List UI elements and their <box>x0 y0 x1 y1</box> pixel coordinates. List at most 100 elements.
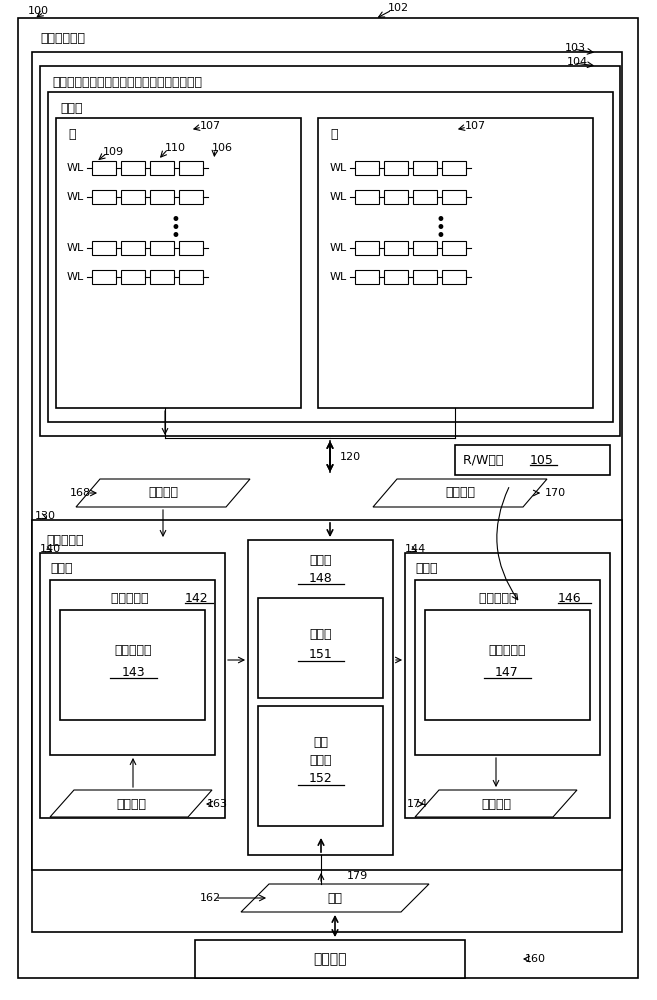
Bar <box>318 118 593 408</box>
Text: 解码器: 解码器 <box>415 562 438 576</box>
Text: 120: 120 <box>340 452 361 462</box>
Text: •: • <box>170 211 180 229</box>
Text: 输出数据: 输出数据 <box>481 798 511 810</box>
Text: 输入数据: 输入数据 <box>116 798 146 810</box>
Text: 168: 168 <box>70 488 91 498</box>
Bar <box>355 161 379 175</box>
Bar <box>355 270 379 284</box>
Bar <box>150 270 174 284</box>
Text: 162: 162 <box>200 893 221 903</box>
Text: 102: 102 <box>388 3 409 13</box>
Text: WL: WL <box>329 163 347 173</box>
Text: 100: 100 <box>28 6 49 16</box>
Bar <box>92 241 116 255</box>
Text: 数据: 数据 <box>327 892 342 904</box>
Bar <box>248 540 393 855</box>
Text: 编码器: 编码器 <box>50 562 72 576</box>
Text: 146: 146 <box>558 591 581 604</box>
Text: 143: 143 <box>121 666 145 678</box>
Text: 179: 179 <box>347 871 369 881</box>
Bar <box>442 241 466 255</box>
Bar <box>121 190 145 204</box>
Text: 写入数据: 写入数据 <box>148 487 178 499</box>
Bar <box>415 580 600 755</box>
Polygon shape <box>241 884 429 912</box>
Text: 151: 151 <box>309 648 333 662</box>
Polygon shape <box>373 479 547 507</box>
Bar <box>384 241 408 255</box>
Bar <box>179 161 203 175</box>
Bar <box>92 270 116 284</box>
Text: 数据存储装置: 数据存储装置 <box>40 31 85 44</box>
Bar <box>179 241 203 255</box>
Text: 106: 106 <box>212 143 233 153</box>
Bar <box>425 610 590 720</box>
Bar <box>384 190 408 204</box>
Bar <box>442 270 466 284</box>
Bar <box>355 241 379 255</box>
Text: WL: WL <box>329 192 347 202</box>
Bar <box>150 241 174 255</box>
Text: 160: 160 <box>525 954 546 964</box>
Text: 130: 130 <box>35 511 56 521</box>
Text: WL: WL <box>66 243 83 253</box>
Text: 存储器装置（例如，一个或多个存储器裸片）: 存储器装置（例如，一个或多个存储器裸片） <box>52 76 202 89</box>
Bar <box>92 161 116 175</box>
Text: 142: 142 <box>185 591 209 604</box>
Text: •: • <box>435 211 445 229</box>
Text: 140: 140 <box>40 544 61 554</box>
Text: 编码映射表: 编码映射表 <box>114 644 152 656</box>
Polygon shape <box>76 479 250 507</box>
Text: WL: WL <box>329 243 347 253</box>
Bar <box>150 190 174 204</box>
Bar <box>384 161 408 175</box>
Text: 170: 170 <box>545 488 566 498</box>
Bar <box>32 52 622 932</box>
Text: 109: 109 <box>103 147 124 157</box>
Text: 解码映射器: 解码映射器 <box>479 591 521 604</box>
Text: 104: 104 <box>567 57 588 67</box>
Bar <box>442 190 466 204</box>
Text: WL: WL <box>66 163 83 173</box>
Text: 147: 147 <box>495 666 519 678</box>
Bar <box>56 118 301 408</box>
Text: 块: 块 <box>330 127 338 140</box>
Bar <box>413 161 437 175</box>
Bar <box>48 92 613 422</box>
Bar <box>60 610 205 720</box>
Text: WL: WL <box>66 192 83 202</box>
Text: 107: 107 <box>465 121 486 131</box>
Polygon shape <box>50 790 212 817</box>
Text: 148: 148 <box>309 572 333 584</box>
Text: 编码映射器: 编码映射器 <box>111 591 152 604</box>
Bar <box>258 598 383 698</box>
Text: 存储器: 存储器 <box>309 554 332 566</box>
Text: WL: WL <box>66 272 83 282</box>
Text: •: • <box>435 227 445 245</box>
Bar <box>384 270 408 284</box>
Text: •: • <box>435 219 445 237</box>
Text: WL: WL <box>329 272 347 282</box>
Bar <box>121 241 145 255</box>
Text: 105: 105 <box>530 454 554 466</box>
Text: R/W电路: R/W电路 <box>463 454 507 466</box>
Bar <box>40 553 225 818</box>
Bar <box>413 270 437 284</box>
Text: 字线: 字线 <box>313 736 328 750</box>
Text: 107: 107 <box>200 121 221 131</box>
Text: 174: 174 <box>407 799 428 809</box>
Bar <box>179 270 203 284</box>
Bar <box>32 520 622 870</box>
Text: 元数据: 元数据 <box>309 754 332 768</box>
Bar <box>455 445 610 475</box>
Bar <box>413 190 437 204</box>
Text: 存取装置: 存取装置 <box>313 952 347 966</box>
Bar <box>413 241 437 255</box>
Bar <box>150 161 174 175</box>
Text: 块: 块 <box>68 127 76 140</box>
Text: 152: 152 <box>309 772 333 786</box>
Polygon shape <box>415 790 577 817</box>
Text: 存储器: 存储器 <box>60 102 83 114</box>
Bar <box>442 161 466 175</box>
Text: •: • <box>170 219 180 237</box>
